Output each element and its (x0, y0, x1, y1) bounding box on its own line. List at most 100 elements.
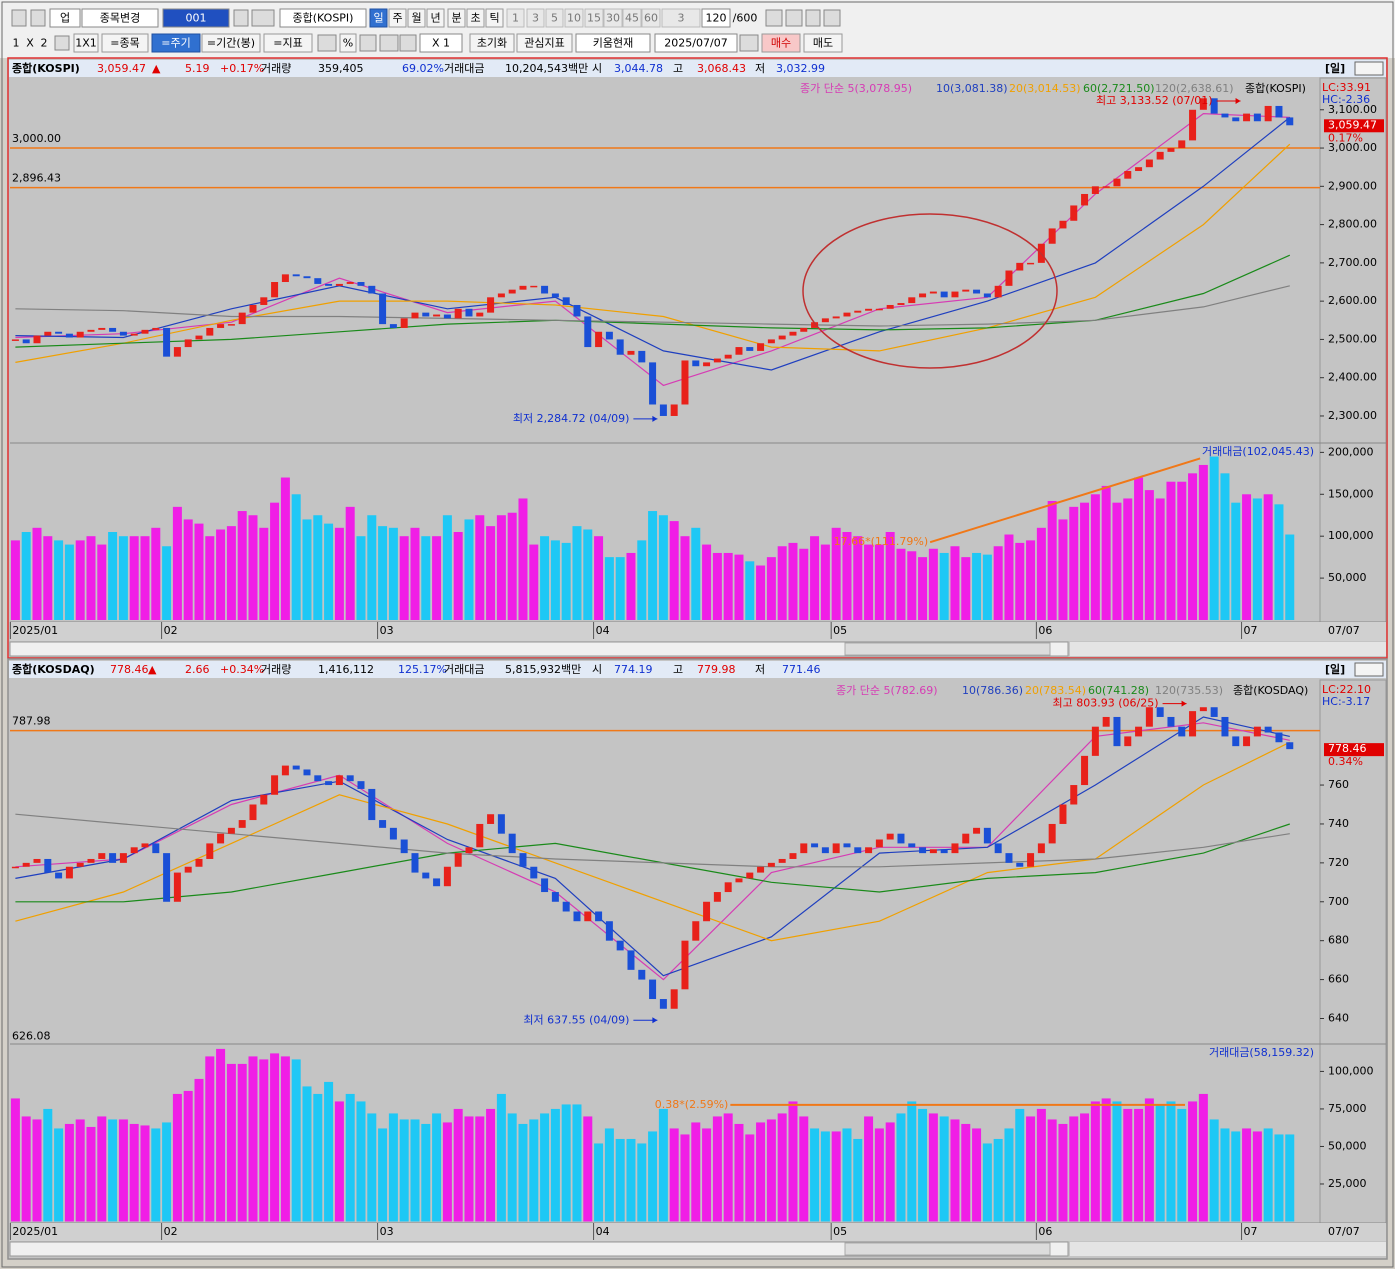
volume-bar (1263, 494, 1273, 620)
y-tick-label: 25,000 (1328, 1177, 1367, 1190)
icon[interactable] (11, 9, 27, 27)
candle (22, 862, 30, 867)
legend-item: 20(783.54) (1025, 684, 1086, 697)
volume-bar (896, 548, 906, 620)
toolbar-button[interactable] (49, 8, 81, 28)
toolbar-button[interactable] (526, 8, 545, 28)
next-icon[interactable] (399, 34, 417, 52)
candle (1102, 716, 1110, 727)
header-field: 1,416,112 (318, 663, 374, 676)
header-field: 779.98 (697, 663, 736, 676)
toolbar-button[interactable] (419, 33, 463, 53)
volume-bar (615, 1138, 625, 1222)
candle (1048, 228, 1056, 244)
toolbar-button[interactable] (388, 8, 407, 28)
toolbar-button[interactable] (101, 33, 149, 53)
volume-bar (151, 1128, 161, 1222)
candle (130, 333, 138, 336)
icon[interactable] (785, 9, 803, 27)
icon[interactable] (739, 34, 759, 52)
volume-bar (410, 1119, 420, 1222)
candle (281, 274, 289, 283)
toolbar-button[interactable] (701, 8, 731, 28)
candle (519, 285, 527, 290)
scrollbar[interactable] (9, 641, 1069, 657)
toolbar-button[interactable] (466, 8, 485, 28)
toolbar-button[interactable] (369, 8, 388, 28)
candle (1286, 742, 1294, 750)
header-field: 771.46 (782, 663, 821, 676)
candle (530, 866, 538, 879)
toolbar-button[interactable] (564, 8, 584, 28)
volume-bar (21, 1116, 31, 1222)
toolbar-button[interactable] (516, 33, 573, 53)
y-tick-label: 200,000 (1328, 445, 1374, 458)
candle (875, 839, 883, 848)
toolbar-button[interactable] (73, 33, 99, 53)
toolbar-button[interactable] (447, 8, 466, 28)
toolbar-button[interactable] (641, 8, 661, 28)
settings-icon[interactable] (823, 9, 841, 27)
toolbar-button[interactable] (426, 8, 445, 28)
candle (281, 765, 289, 776)
toolbar-label: 종합(KOSPI) (293, 12, 354, 25)
volume-bar (1069, 506, 1079, 620)
volume-bar (1047, 1119, 1057, 1222)
candle (757, 343, 765, 351)
toolbar-button[interactable] (622, 8, 642, 28)
icon[interactable] (30, 9, 46, 27)
candle (109, 853, 117, 863)
toolbar-button[interactable] (201, 33, 261, 53)
volume-bar (604, 557, 614, 620)
candle (1243, 113, 1251, 122)
scroll-thumb[interactable] (844, 1242, 1051, 1256)
toolbar-button[interactable] (469, 33, 515, 53)
pause-icon[interactable] (379, 34, 399, 52)
toolbar-button[interactable] (654, 33, 738, 53)
icon[interactable] (765, 9, 783, 27)
toolbar-button[interactable] (803, 33, 843, 53)
toolbar-button[interactable] (761, 33, 801, 53)
candle (325, 781, 333, 786)
candle (173, 347, 181, 357)
search-icon[interactable] (233, 9, 249, 27)
candle (1178, 726, 1186, 737)
toolbar-button[interactable] (407, 8, 426, 28)
save-icon[interactable] (805, 9, 821, 27)
toolbar-button[interactable] (485, 8, 504, 28)
candle (454, 308, 462, 319)
toolbar-button[interactable] (162, 8, 230, 28)
icon[interactable] (54, 35, 70, 51)
toolbar-button[interactable] (603, 8, 623, 28)
toolbar-button[interactable] (545, 8, 564, 28)
candle (109, 327, 117, 332)
lc-label: LC:33.91 (1322, 81, 1371, 94)
candle (487, 297, 495, 313)
toolbar-button[interactable] (279, 8, 367, 28)
toolbar-button[interactable] (506, 8, 525, 28)
header-field: 3,044.78 (614, 62, 663, 75)
volume-bar (540, 1113, 550, 1222)
price-tag-bg (1324, 119, 1384, 133)
header-field: 저 (755, 62, 765, 75)
toolbar-button[interactable] (151, 33, 201, 53)
prev-icon[interactable] (359, 34, 377, 52)
candle (465, 847, 473, 854)
toolbar-button[interactable] (263, 33, 313, 53)
toolbar-button[interactable] (339, 33, 357, 53)
y-tick-label: 2,400.00 (1328, 371, 1377, 384)
toolbar-button[interactable] (575, 33, 651, 53)
candle (929, 849, 937, 854)
toolbar-button[interactable] (584, 8, 604, 28)
candle (411, 312, 419, 319)
toolbar-button[interactable] (81, 8, 159, 28)
scroll-thumb[interactable] (844, 642, 1051, 656)
window-buttons[interactable] (1354, 61, 1384, 76)
annotation-arrowhead (652, 415, 658, 422)
sound-icon[interactable] (251, 9, 275, 27)
toolbar-button[interactable] (661, 8, 701, 28)
window-buttons[interactable] (1354, 662, 1384, 677)
legend-item: 10(3,081.38) (936, 82, 1008, 95)
move-icon[interactable] (317, 34, 337, 52)
scrollbar[interactable] (9, 1241, 1069, 1257)
